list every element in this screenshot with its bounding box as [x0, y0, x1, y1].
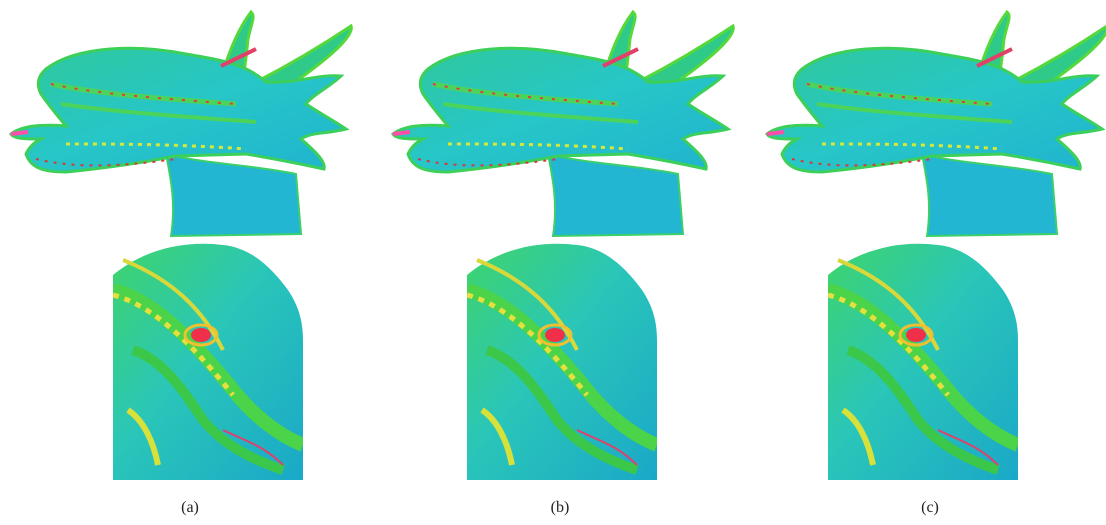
zoom-render [467, 244, 657, 480]
dragon-render [767, 12, 1106, 236]
panel-c: (c) [767, 12, 1106, 516]
figure: (a) (b) (c) [0, 0, 1106, 525]
caption: (c) [921, 499, 939, 516]
panel-b: (b) [393, 12, 733, 516]
zoom-render [828, 244, 1018, 480]
zoom-render [113, 244, 303, 480]
dragon-render [11, 12, 351, 236]
panel-a: (a) [11, 12, 351, 516]
caption: (b) [551, 499, 570, 516]
dragon-render [393, 12, 733, 236]
caption: (a) [181, 499, 199, 516]
